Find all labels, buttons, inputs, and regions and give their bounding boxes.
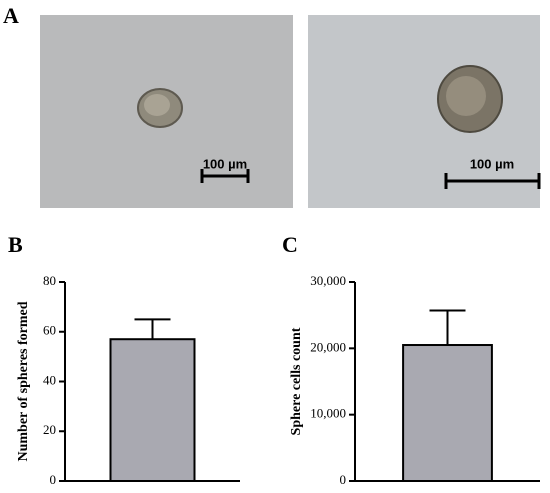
y-tick-label: 60 (43, 323, 56, 338)
y-tick-label: 20 (43, 422, 56, 437)
sphere (437, 65, 503, 133)
panel-label: C (282, 232, 298, 257)
y-tick-label: 10,000 (310, 406, 346, 421)
micrograph (308, 15, 540, 208)
panel-label: A (3, 3, 19, 28)
y-axis-label: Number of spheres formed (16, 301, 31, 461)
y-tick-label: 0 (340, 472, 347, 487)
y-tick-label: 40 (43, 372, 56, 387)
scale-label: 100 µm (203, 156, 247, 171)
sphere (137, 88, 183, 128)
panel-label: B (8, 232, 23, 257)
y-tick-label: 80 (43, 273, 56, 288)
y-axis-label: Sphere cells count (289, 327, 304, 435)
bar (109, 338, 196, 482)
y-tick-label: 20,000 (310, 339, 346, 354)
y-tick-label: 0 (50, 472, 57, 487)
scale-label: 100 µm (470, 156, 514, 171)
y-tick-label: 30,000 (310, 273, 346, 288)
bar (402, 344, 493, 482)
